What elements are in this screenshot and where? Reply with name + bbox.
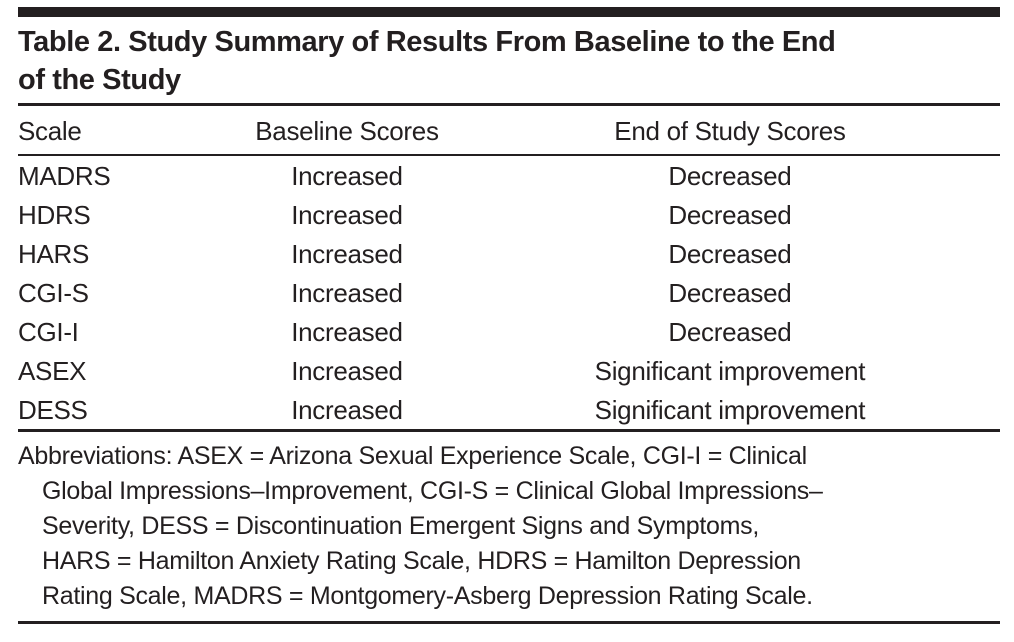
table-row: HARS Increased Decreased (18, 234, 1000, 273)
column-header-end-of-study-scores: End of Study Scores (459, 106, 1000, 156)
footnote-line: Severity, DESS = Discontinuation Emergen… (42, 512, 759, 540)
end-of-study-cell: Significant improvement (594, 356, 866, 386)
scale-cell: CGI-I (18, 317, 79, 347)
scale-cell: HDRS (18, 200, 91, 230)
column-header-baseline-scores: Baseline Scores (234, 106, 460, 156)
scale-cell: MADRS (18, 161, 111, 191)
table-row: CGI-S Increased Decreased (18, 273, 1000, 312)
baseline-cell: Increased (291, 356, 403, 386)
scale-cell: CGI-S (18, 278, 89, 308)
table-row: DESS Increased Significant improvement (18, 390, 1000, 431)
footnote-line: Rating Scale, MADRS = Montgomery-Asberg … (42, 582, 813, 610)
table-row: CGI-I Increased Decreased (18, 312, 1000, 351)
table-row: MADRS Increased Decreased (18, 155, 1000, 195)
scale-cell: HARS (18, 239, 90, 269)
baseline-cell: Increased (291, 239, 403, 269)
table-header: Scale Baseline Scores End of Study Score… (18, 106, 1000, 156)
baseline-cell: Increased (291, 200, 403, 230)
end-of-study-cell: Decreased (668, 317, 792, 347)
baseline-cell: Increased (291, 395, 403, 425)
header-row: Scale Baseline Scores End of Study Score… (18, 106, 1000, 156)
study-results-table-figure: Table 2. Study Summary of Results From B… (18, 7, 1000, 624)
end-of-study-cell: Decreased (668, 200, 792, 230)
table-top-bar (18, 7, 1000, 17)
rule-under-title (18, 103, 1000, 106)
end-of-study-cell: Decreased (668, 161, 792, 191)
scale-cell: DESS (18, 395, 88, 425)
end-of-study-cell: Decreased (668, 278, 792, 308)
baseline-cell: Increased (291, 278, 403, 308)
table-row: HDRS Increased Decreased (18, 195, 1000, 234)
end-of-study-cell: Decreased (668, 239, 792, 269)
baseline-cell: Increased (291, 161, 403, 191)
end-of-study-cell: Significant improvement (594, 395, 866, 425)
results-table: Scale Baseline Scores End of Study Score… (18, 106, 1000, 432)
table-body: MADRS Increased Decreased HDRS Increased… (18, 155, 1000, 431)
table-title-line-2: of the Study (18, 64, 181, 96)
baseline-cell: Increased (291, 317, 403, 347)
footnote-line: Global Impressions–Improvement, CGI-S = … (42, 477, 823, 505)
table-row: ASEX Increased Significant improvement (18, 351, 1000, 390)
table-bottom-rule (18, 621, 1000, 624)
abbreviations-footnote: Abbreviations: ASEX = Arizona Sexual Exp… (18, 439, 1000, 614)
column-header-scale: Scale (18, 106, 235, 156)
footnote-line: HARS = Hamilton Anxiety Rating Scale, HD… (42, 547, 801, 575)
table-title-line-1: Table 2. Study Summary of Results From B… (18, 26, 836, 58)
footnote-line: Abbreviations: ASEX = Arizona Sexual Exp… (18, 442, 807, 470)
scale-cell: ASEX (18, 356, 87, 386)
table-title: Table 2. Study Summary of Results From B… (18, 23, 1000, 99)
